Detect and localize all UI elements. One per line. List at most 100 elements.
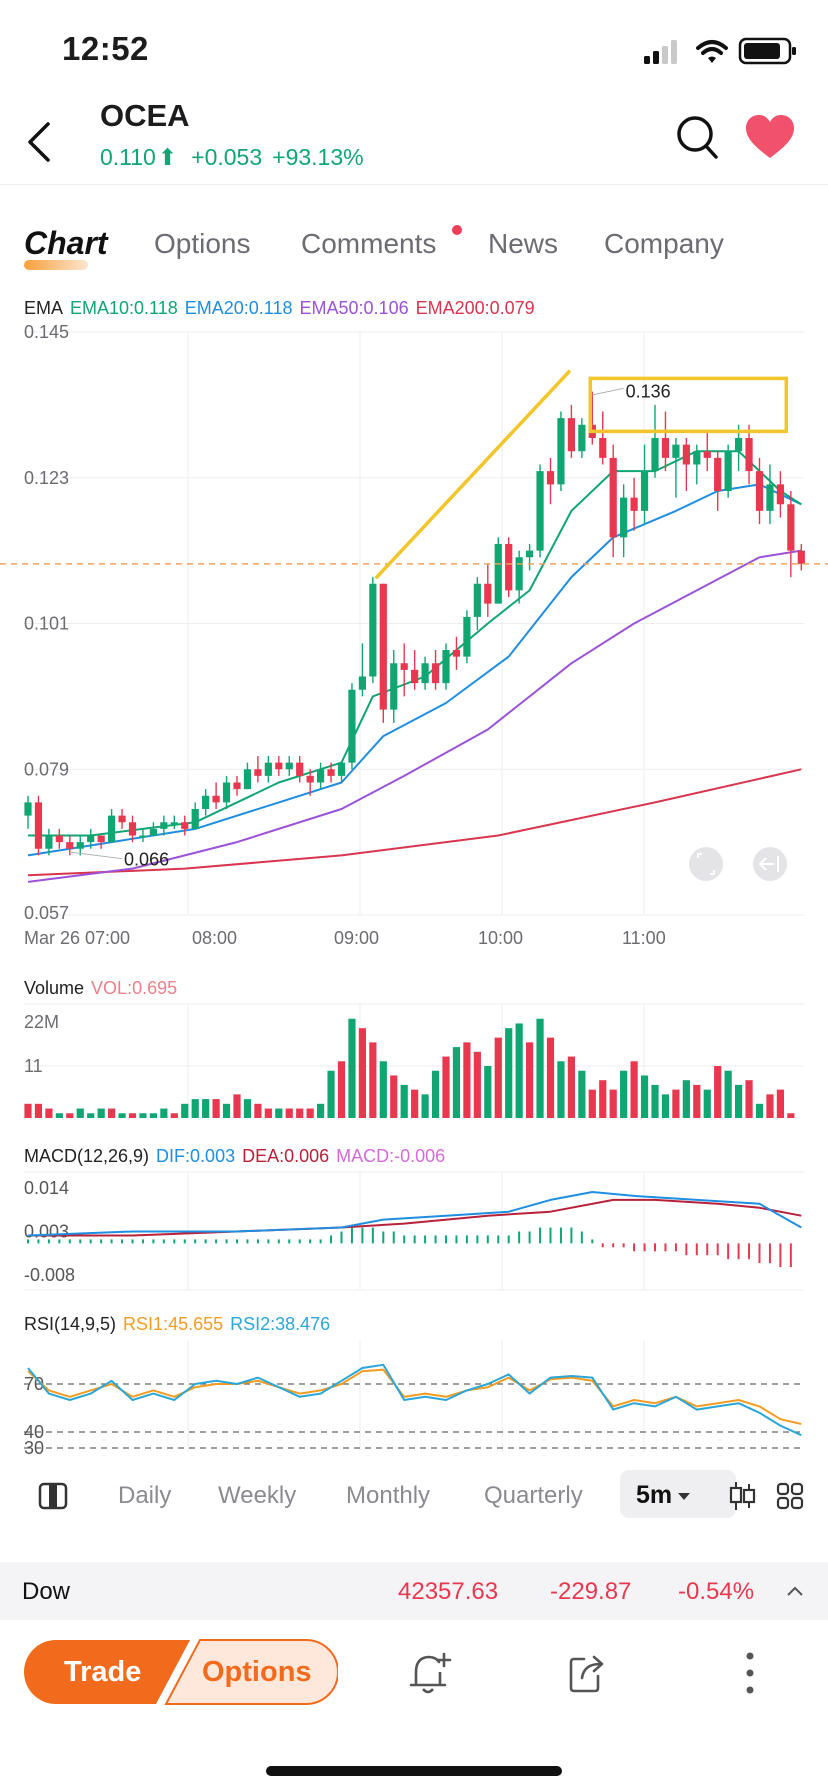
chart-area[interactable]: 0.145 0.123 0.101 0.079 0.057 Mar 26 07:00 08:… — [0, 320, 828, 1460]
volume-bar — [745, 1080, 753, 1118]
volume-bar — [275, 1108, 283, 1118]
volume-bar — [766, 1094, 774, 1118]
volume-bar — [724, 1070, 732, 1118]
y-tick-label: 0.145 — [24, 322, 69, 342]
period-selector-5m[interactable]: 5m — [620, 1470, 736, 1518]
x-tick-label: 11:00 — [622, 928, 666, 948]
tab-chart[interactable]: Chart — [24, 225, 108, 261]
ema10-line — [28, 450, 802, 837]
candle-body — [128, 822, 137, 836]
volume-bar — [536, 1018, 544, 1118]
tab-company[interactable]: Company — [604, 228, 724, 259]
rsi-y-tick-label: 40 — [24, 1422, 44, 1442]
volume-bar — [787, 1113, 795, 1118]
trade-button[interactable]: Trade — [24, 1640, 194, 1704]
candle-body — [672, 444, 680, 458]
back-button[interactable] — [18, 112, 68, 172]
chevron-up-icon[interactable] — [786, 1584, 804, 1598]
candle-body — [693, 451, 701, 465]
candle-body — [400, 663, 408, 670]
volume-bar — [431, 1070, 440, 1118]
candle-body — [243, 769, 252, 790]
add-alert-bell-icon[interactable] — [408, 1650, 452, 1696]
ema-legend: EMA EMA10:0.118 EMA20:0.118 EMA50:0.106 EMA2… — [24, 298, 542, 319]
candle-body — [264, 762, 272, 776]
candle-body — [327, 769, 335, 776]
volume-y-tick-label: 11 — [24, 1056, 43, 1076]
up-arrow-icon: ⬆ — [157, 144, 178, 170]
candle-body — [776, 484, 784, 505]
candle-body — [421, 663, 429, 684]
candle-body — [118, 815, 126, 823]
collapse-panel-icon[interactable] — [753, 847, 787, 881]
more-options-icon[interactable] — [740, 1650, 760, 1696]
candle-body — [222, 782, 231, 803]
candle-body — [724, 451, 732, 491]
candle-body — [714, 457, 722, 491]
volume-bar — [170, 1113, 178, 1118]
volume-bar — [484, 1066, 492, 1118]
ema-label: EMA — [24, 298, 64, 318]
candle-body — [55, 835, 63, 843]
volume-bar — [505, 1028, 513, 1118]
ema200-value: EMA200:0.079 — [415, 298, 535, 318]
index-change: -229.87 — [550, 1578, 632, 1605]
candle-body — [494, 544, 502, 604]
tab-comments[interactable]: Comments — [301, 228, 437, 259]
candle-body — [285, 762, 293, 770]
index-value: 42357.63 — [398, 1578, 499, 1605]
fullscreen-icon-bg — [689, 847, 723, 881]
candle-body — [766, 484, 774, 511]
home-indicator — [266, 1766, 562, 1776]
favorite-heart-icon[interactable] — [744, 114, 796, 162]
macd-y-tick-label: 0.014 — [24, 1178, 69, 1198]
y-tick-label: 0.057 — [24, 903, 69, 923]
candle-body — [275, 762, 283, 770]
macd-legend: MACD(12,26,9) DIF:0.003 DEA:0.006 MACD:-0.0… — [24, 1146, 452, 1167]
candle-body — [735, 438, 743, 452]
fullscreen-icon[interactable] — [689, 847, 723, 881]
macd-dif-line — [27, 1191, 802, 1237]
ema10-value: EMA10:0.118 — [70, 298, 178, 318]
candle-body — [703, 451, 711, 458]
candle-body — [45, 835, 53, 849]
volume-bar — [567, 1056, 575, 1118]
candle-body — [536, 471, 544, 551]
layout-toggle-icon[interactable] — [38, 1482, 68, 1510]
candle-body — [202, 795, 210, 809]
period-monthly[interactable]: Monthly — [346, 1482, 431, 1509]
tab-options[interactable]: Options — [154, 228, 251, 259]
signal-icon — [644, 40, 677, 64]
candle-body — [682, 444, 690, 465]
x-tick-label: 10:00 — [478, 928, 523, 948]
volume-bar — [672, 1089, 680, 1118]
search-icon[interactable] — [674, 112, 722, 164]
candlestick-type-icon[interactable] — [728, 1480, 756, 1512]
share-icon[interactable] — [568, 1652, 610, 1694]
candle-body — [358, 676, 366, 690]
period-daily[interactable]: Daily — [118, 1482, 172, 1509]
candle-body — [640, 471, 649, 511]
candle-body — [431, 663, 440, 684]
rsi1-value: RSI1:45.655 — [123, 1314, 224, 1334]
candle-body — [24, 802, 32, 816]
quote-row: 0.110⬆ +0.053 +93.13% — [100, 144, 374, 171]
tab-news[interactable]: News — [488, 228, 559, 259]
volume-bar — [578, 1070, 586, 1118]
comments-notification-dot — [452, 225, 462, 235]
period-quarterly[interactable]: Quarterly — [484, 1482, 583, 1509]
candle-body — [139, 835, 147, 838]
candle-body — [306, 775, 314, 783]
price-change: +0.053 — [191, 144, 263, 170]
volume-bar — [202, 1099, 210, 1118]
y-tick-label: 0.101 — [24, 614, 69, 634]
volume-bar — [609, 1089, 617, 1118]
volume-bar — [640, 1075, 649, 1118]
index-ticker-bar[interactable]: Dow 42357.63 -229.87 -0.54% — [0, 1562, 828, 1620]
candle-body — [108, 815, 116, 843]
battery-icon — [738, 37, 796, 65]
period-weekly[interactable]: Weekly — [218, 1482, 297, 1509]
candle-body — [317, 769, 325, 783]
grid-layout-icon[interactable] — [776, 1482, 804, 1510]
options-button[interactable]: Options — [166, 1640, 336, 1704]
